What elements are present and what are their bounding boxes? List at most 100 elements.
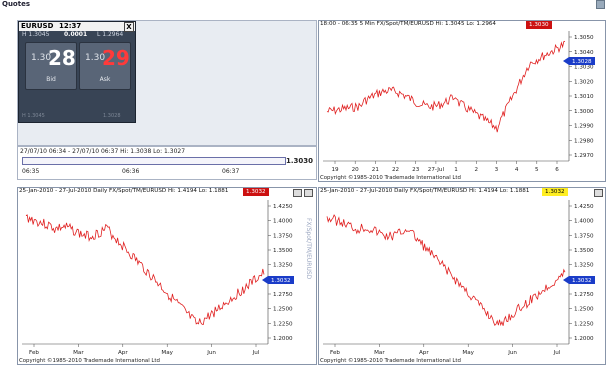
price-series-line	[25, 214, 265, 325]
bid-price: 28	[48, 46, 76, 70]
price-badge: 1.3030	[526, 21, 552, 29]
y-tick-label: 1.3020	[574, 79, 594, 85]
quote-tile[interactable]: EURUSD 12:37 X H 1.3045 0.0001 L 1.2964 …	[18, 21, 136, 123]
x-tick-label: 5	[535, 167, 539, 173]
x-tick-label: 23	[412, 167, 420, 173]
x-tick-label: Jun	[507, 350, 517, 356]
ask-label: Ask	[99, 76, 111, 83]
y-tick-label: 1.3000	[574, 109, 594, 115]
y-tick-label: 1.3750	[574, 233, 594, 239]
intraday-chart: 1.3050 1.3040 1.3030 1.3020 1.3010 1.3000 1.29…	[323, 31, 595, 173]
x-tick-label: 21	[372, 167, 380, 173]
x-tick-label: Jul	[553, 350, 561, 356]
x-tick-label: 3	[495, 167, 499, 173]
x-tick-label: Mar	[73, 350, 84, 356]
y-tick-label: 1.2500	[273, 307, 293, 313]
chart-copyright: Copyright ©1985-2010 Trademade Internati…	[320, 358, 461, 364]
x-tick-label: 19	[331, 167, 339, 173]
y-tick-label: 1.3010	[574, 94, 594, 100]
chart-title: 18:00 - 06:35 5 Min FX/Spot/TM/EURUSD Hi…	[320, 21, 496, 27]
current-price-label: 1.3028	[572, 59, 592, 65]
chart-copyright: Copyright ©1985-2010 Trademade Internati…	[320, 175, 461, 181]
y-tick-label: 1.2750	[574, 292, 594, 298]
price-badge: 1.3032	[542, 188, 568, 196]
y-tick-label: 1.3250	[574, 263, 594, 269]
ask-prefix: 1.30	[85, 53, 106, 63]
mini-price: 1.3030	[285, 157, 313, 165]
quote-footer: H 1.3045 1.3028	[19, 112, 135, 121]
price-badge: 1.3032	[243, 188, 269, 196]
y-tick-label: 1.2970	[574, 153, 594, 159]
pair-label: EURUSD	[21, 22, 54, 30]
ask-price: 29	[102, 46, 130, 70]
y-tick-label: 1.2990	[574, 124, 594, 130]
y-tick-label: 1.2000	[273, 336, 293, 342]
mini-slider[interactable]	[22, 157, 286, 165]
y-tick-label: 1.4250	[273, 204, 293, 210]
bid-button[interactable]: 1.30 28 Bid	[25, 42, 77, 90]
chart-panel-daily-left[interactable]: 1.42501.40001.37501.35001.32501.30001.27…	[17, 187, 317, 365]
maximize-icon[interactable]	[594, 189, 603, 197]
x-tick-label: Feb	[29, 350, 39, 356]
y-tick-label: 1.4250	[574, 204, 594, 210]
x-tick-label: 27-Jul	[428, 167, 445, 173]
chart-title: 25-Jan-2010 - 27-Jul-2010 Daily FX/Spot/…	[19, 188, 229, 194]
side-label: FX/Spot/TM/EURUSD	[305, 218, 312, 280]
x-tick-label: Jul	[252, 350, 260, 356]
mini-tick: 06:35	[22, 168, 40, 175]
daily-chart-left: 1.42501.40001.37501.35001.32501.30001.27…	[22, 200, 294, 356]
chart-title: 25-Jan-2010 - 27-Jul-2010 Daily FX/Spot/…	[320, 188, 530, 194]
pin-icon[interactable]	[596, 0, 605, 9]
mini-tick: 06:36	[122, 168, 140, 175]
quote-header: EURUSD 12:37 X	[19, 22, 135, 32]
y-tick-label: 1.3050	[574, 35, 594, 41]
x-tick-label: 22	[392, 167, 399, 173]
bid-prefix: 1.30	[31, 53, 52, 63]
foot-left: H 1.3045	[22, 113, 45, 119]
current-price-label: 1.3032	[271, 278, 291, 284]
x-tick-label: 20	[352, 167, 360, 173]
current-price-marker	[563, 57, 595, 65]
chart-copyright: Copyright ©1985-2010 Trademade Internati…	[19, 358, 160, 364]
current-price-marker	[262, 276, 294, 284]
y-tick-label: 1.3250	[273, 263, 293, 269]
chart-panel-intraday[interactable]: 1.3050 1.3040 1.3030 1.3020 1.3010 1.3000 1.29…	[318, 20, 606, 182]
y-tick-label: 1.2750	[273, 292, 293, 298]
x-tick-label: Feb	[330, 350, 340, 356]
x-tick-label: 6	[555, 167, 559, 173]
y-tick-label: 1.4000	[273, 219, 293, 225]
mini-timeline[interactable]: 27/07/10 06:34 - 27/07/10 06:37 Hi: 1.30…	[17, 146, 317, 180]
x-tick-label: 1	[454, 167, 458, 173]
y-tick-label: 1.2000	[574, 336, 594, 342]
quote-time: 12:37	[59, 22, 82, 30]
x-tick-label: 4	[515, 167, 519, 173]
app-title: Quotes	[2, 0, 31, 8]
current-price-label: 1.3032	[572, 278, 592, 284]
ask-button[interactable]: 1.30 29 Ask	[79, 42, 131, 90]
title-bar: Quotes	[0, 0, 608, 9]
x-tick-label: Mar	[374, 350, 385, 356]
stat-high: H 1.3045	[22, 31, 50, 38]
y-tick-label: 1.3040	[574, 50, 594, 56]
chart-panel-daily-right[interactable]: 1.42501.40001.37501.35001.32501.30001.27…	[318, 187, 606, 365]
price-series-line	[326, 214, 566, 327]
x-tick-label: May	[462, 350, 474, 356]
stat-low: L 1.2964	[97, 31, 124, 38]
y-tick-label: 1.3500	[273, 248, 293, 254]
mini-title: 27/07/10 06:34 - 27/07/10 06:37 Hi: 1.30…	[20, 148, 186, 155]
y-tick-label: 1.2980	[574, 138, 594, 144]
mini-tick: 06:37	[222, 168, 240, 175]
quote-stats: H 1.3045 0.0001 L 1.2964	[19, 31, 135, 39]
y-tick-label: 1.3750	[273, 233, 293, 239]
current-price-marker	[563, 276, 595, 284]
maximize-icon[interactable]	[293, 189, 302, 197]
x-tick-label: Apr	[118, 350, 128, 356]
close-icon[interactable]: X	[124, 22, 134, 32]
restore-icon[interactable]	[304, 189, 313, 197]
y-tick-label: 1.2500	[574, 307, 594, 313]
daily-chart-right: 1.42501.40001.37501.35001.32501.30001.27…	[323, 200, 595, 356]
x-tick-label: 2	[474, 167, 478, 173]
x-tick-label: Jun	[206, 350, 216, 356]
x-tick-label: May	[161, 350, 173, 356]
y-tick-label: 1.2250	[273, 321, 293, 327]
